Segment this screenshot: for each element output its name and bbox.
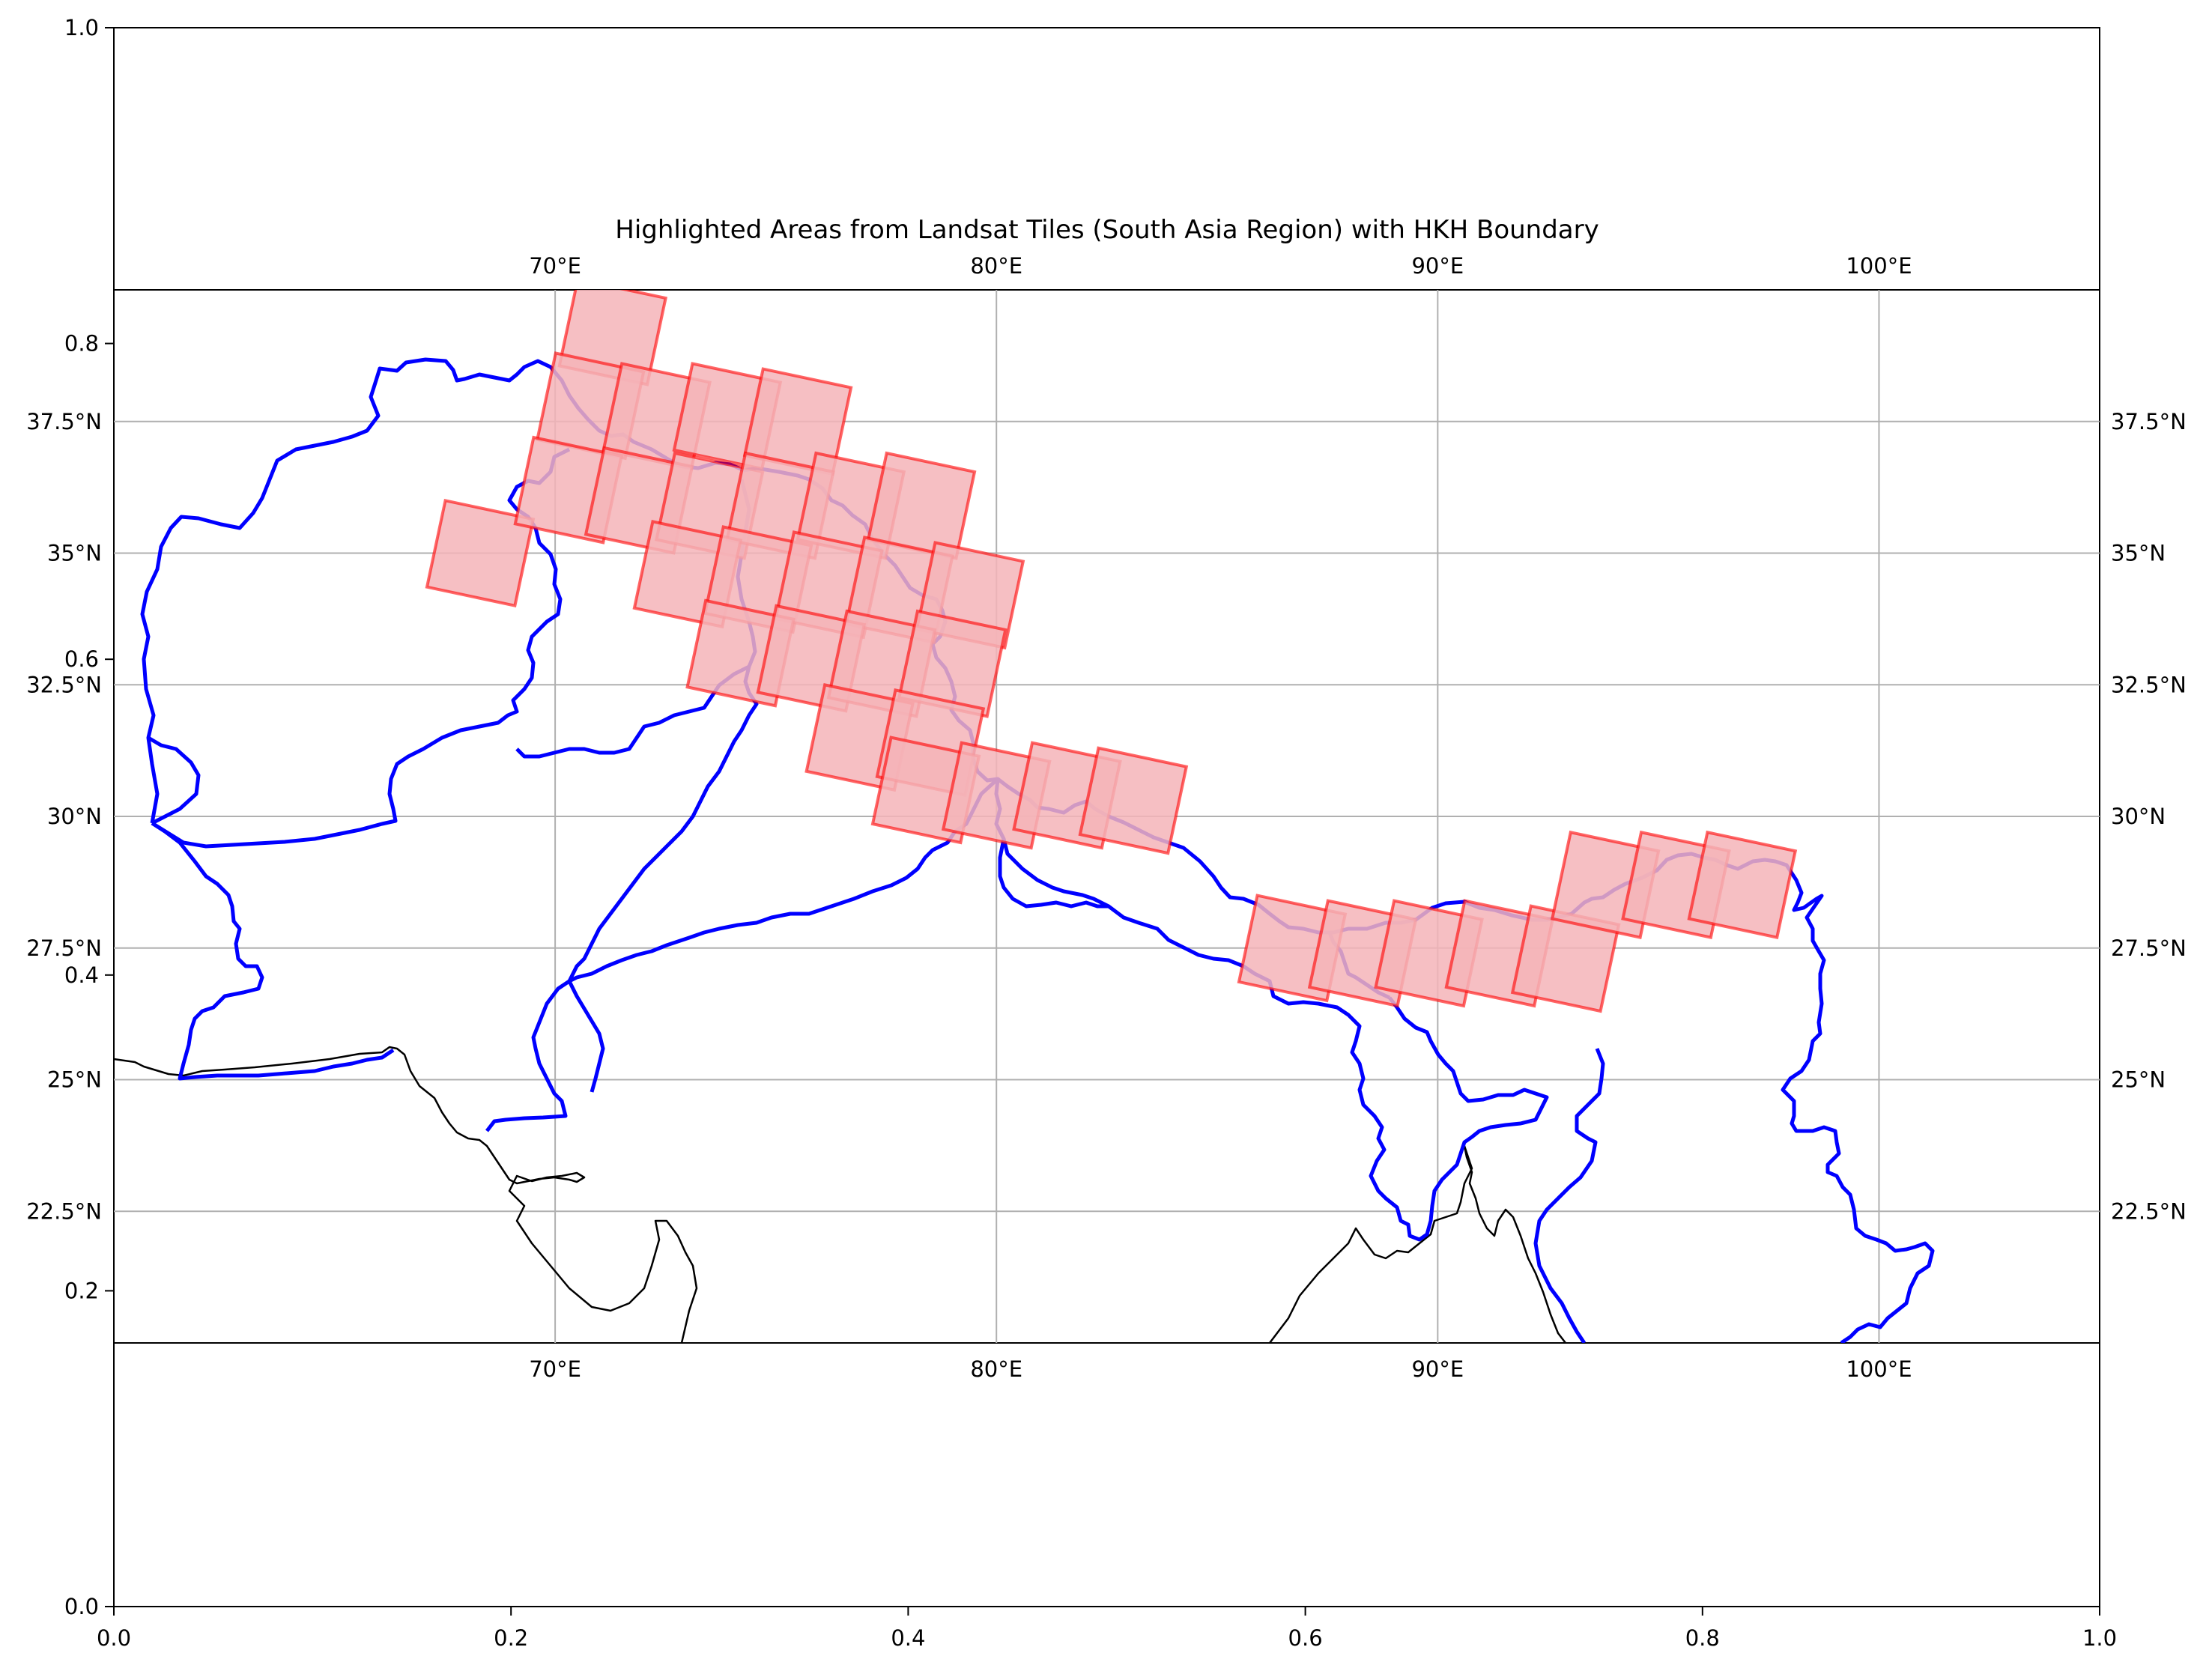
x-tick-label: 0.8 [1685,1625,1720,1651]
lat-label-right: 22.5°N [2111,1198,2187,1224]
lat-label-left: 35°N [47,541,102,566]
chart-title: Highlighted Areas from Landsat Tiles (So… [615,215,1599,245]
lat-label-right: 25°N [2111,1067,2166,1093]
lon-label-bottom: 100°E [1846,1356,1912,1382]
y-tick-label: 0.8 [64,331,99,357]
lon-label-top: 90°E [1411,253,1464,279]
lon-label-top: 80°E [970,253,1022,279]
lon-label-bottom: 70°E [529,1356,581,1382]
lat-label-right: 32.5°N [2111,672,2187,697]
lon-label-bottom: 80°E [970,1356,1022,1382]
y-tick-label: 0.6 [64,646,99,672]
lat-label-right: 37.5°N [2111,409,2187,434]
y-tick-label: 0.4 [64,962,99,988]
landsat-tile [425,498,536,608]
y-tick-label: 0.0 [64,1594,99,1619]
lat-label-left: 37.5°N [26,409,102,434]
outer-axes-ticks: 0.0 0.2 0.4 0.6 0.8 1.0 0.0 0.2 0.4 0.6 0.8 1.0 [64,15,2117,1651]
y-tick-label: 0.2 [64,1278,99,1303]
lat-label-right: 30°N [2111,804,2166,829]
lat-label-left: 22.5°N [26,1198,102,1224]
x-tick-label: 0.4 [891,1625,925,1651]
landsat-tiles [425,290,1798,1013]
lon-label-top: 70°E [529,253,581,279]
x-tick-label: 0.2 [494,1625,528,1651]
map-tick-labels: 70°E 70°E 80°E 80°E 90°E 90°E 100°E 100°E 22.5°N… [26,253,2187,1382]
lat-label-left: 32.5°N [26,672,102,697]
x-tick-label: 0.0 [97,1625,131,1651]
y-tick-label: 1.0 [64,15,99,40]
lat-label-right: 27.5°N [2111,935,2187,961]
lat-label-left: 27.5°N [26,935,102,961]
x-tick-label: 0.6 [1288,1625,1323,1651]
landsat-tile [1078,746,1189,855]
lat-label-left: 25°N [47,1067,102,1093]
lon-label-top: 100°E [1846,253,1912,279]
lat-label-left: 30°N [47,804,102,829]
lon-label-bottom: 90°E [1411,1356,1464,1382]
lat-label-right: 35°N [2111,541,2166,566]
x-tick-label: 1.0 [2082,1625,2117,1651]
landsat-tile [1687,830,1798,939]
coastline [114,1046,1566,1343]
